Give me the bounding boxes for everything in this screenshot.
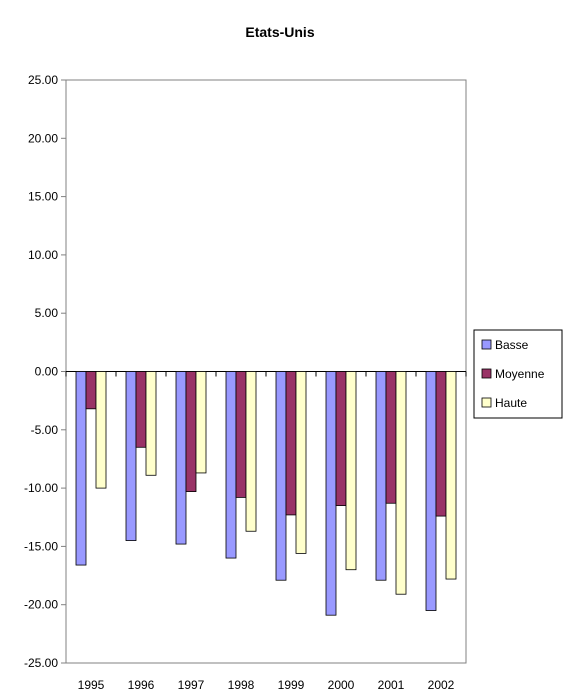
bar-moyenne-1995 [85, 371, 97, 410]
bar-basse-2002 [425, 371, 437, 611]
x-tick-label: 2001 [378, 678, 405, 692]
bar-haute-2000 [345, 371, 357, 571]
chart-title: Etats-Unis [245, 24, 314, 40]
bar-basse-1996 [125, 371, 137, 541]
legend: Basse Moyenne Haute [473, 329, 563, 419]
legend-swatch-haute [481, 397, 492, 408]
y-tick-label: 15.00 [28, 190, 58, 204]
bar-basse-1997 [175, 371, 187, 545]
legend-label-haute: Haute [495, 396, 527, 410]
y-tick-label: -25.00 [24, 656, 58, 670]
bar-haute-1996 [145, 371, 157, 476]
x-tick-label: 1995 [78, 678, 105, 692]
bar-basse-1999 [275, 371, 287, 581]
bar-haute-1998 [245, 371, 257, 532]
x-tick-label: 1999 [278, 678, 305, 692]
bars [75, 371, 457, 616]
legend-swatch-moyenne [481, 368, 492, 379]
y-tick-label: 20.00 [28, 131, 58, 145]
y-tick-label: 0.00 [35, 365, 59, 379]
bar-moyenne-2002 [435, 371, 447, 517]
y-tick-label: 5.00 [35, 306, 59, 320]
bar-haute-1995 [95, 371, 107, 489]
y-tick-label: 25.00 [28, 73, 58, 87]
legend-label-moyenne: Moyenne [495, 367, 545, 381]
x-axis: 1995 1996 1997 1998 1999 2000 2001 2002 [65, 371, 467, 692]
bar-basse-1998 [225, 371, 237, 559]
bar-moyenne-2001 [385, 371, 397, 504]
legend-label-basse: Basse [495, 338, 529, 352]
bar-moyenne-1999 [285, 371, 297, 516]
y-tick-label: -10.00 [24, 481, 58, 495]
x-tick-label: 2002 [428, 678, 455, 692]
bar-haute-1997 [195, 371, 207, 474]
bar-moyenne-2000 [335, 371, 347, 506]
x-tick-label: 1996 [128, 678, 155, 692]
bar-haute-2001 [395, 371, 407, 595]
bar-moyenne-1997 [185, 371, 197, 492]
x-tick-label: 1998 [228, 678, 255, 692]
x-tick-label: 1997 [178, 678, 205, 692]
x-tick-label: 2000 [328, 678, 355, 692]
y-tick-label: 10.00 [28, 248, 58, 262]
y-tick-label: -5.00 [31, 423, 59, 437]
legend-swatch-basse [481, 339, 492, 350]
bar-haute-1999 [295, 371, 307, 554]
bar-haute-2002 [445, 371, 457, 580]
bar-moyenne-1996 [135, 371, 147, 448]
bar-basse-1995 [75, 371, 87, 566]
y-tick-label: -20.00 [24, 598, 58, 612]
bar-moyenne-1998 [235, 371, 247, 498]
y-axis: 25.00 20.00 15.00 10.00 5.00 0.00 -5.00 -10.00 -… [24, 73, 66, 670]
y-tick-label: -15.00 [24, 539, 58, 553]
bar-basse-2000 [325, 371, 337, 616]
bar-basse-2001 [375, 371, 387, 581]
